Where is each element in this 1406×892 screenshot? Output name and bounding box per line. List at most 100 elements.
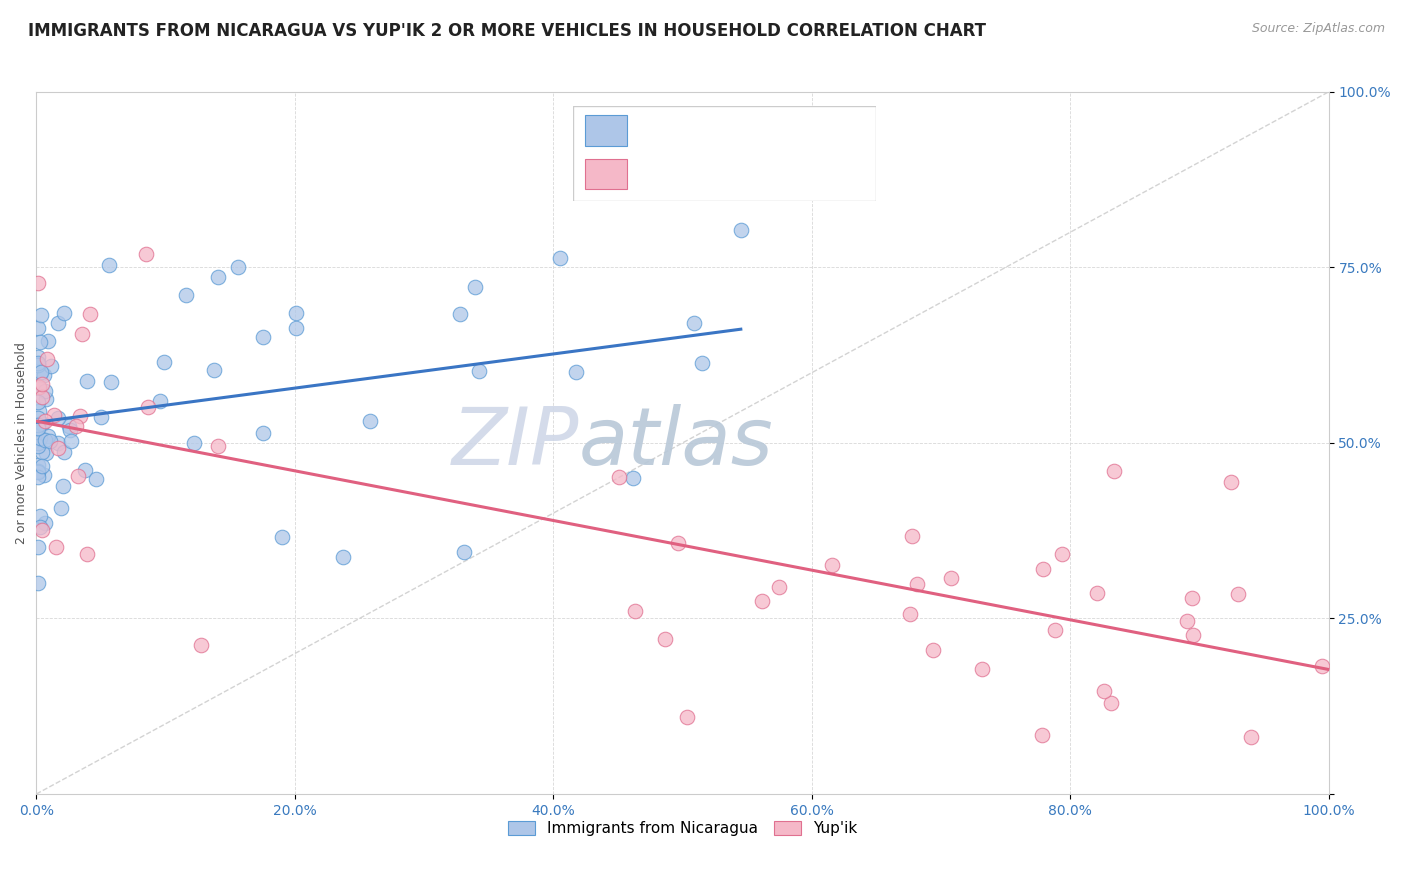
Point: [607, 470, 630, 484]
Point: [37, 429, 59, 443]
Point: [27, 436, 49, 450]
Text: IMMIGRANTS FROM NICARAGUA VS YUP'IK 2 OR MORE VEHICLES IN HOUSEHOLD CORRELATION : IMMIGRANTS FROM NICARAGUA VS YUP'IK 2 OR…: [28, 22, 986, 40]
Point: [59, 424, 82, 438]
Point: [27, 357, 49, 371]
Point: [149, 393, 172, 408]
Point: [52, 306, 75, 320]
Point: [1031, 728, 1053, 742]
Point: [52, 479, 75, 493]
Point: [76, 374, 98, 388]
Point: [623, 603, 645, 617]
Point: [38, 434, 60, 448]
Point: [65, 418, 87, 433]
Point: [27, 458, 49, 472]
Point: [27, 321, 49, 335]
Point: [27, 576, 49, 591]
Point: [565, 365, 588, 379]
Point: [183, 436, 205, 450]
Point: [675, 709, 697, 723]
Point: [449, 308, 471, 322]
Text: Source: ZipAtlas.com: Source: ZipAtlas.com: [1251, 22, 1385, 36]
Point: [548, 251, 571, 265]
Point: [654, 632, 676, 646]
Point: [46, 435, 69, 450]
Point: [751, 594, 773, 608]
Legend: Immigrants from Nicaragua, Yup'ik: Immigrants from Nicaragua, Yup'ik: [502, 815, 863, 843]
Point: [468, 364, 491, 378]
Point: [27, 357, 49, 371]
Point: [898, 607, 921, 621]
Point: [1220, 475, 1243, 490]
Point: [1052, 547, 1074, 561]
Point: [683, 316, 706, 330]
Point: [464, 280, 486, 294]
Point: [905, 576, 928, 591]
Point: [100, 375, 122, 389]
Point: [45, 541, 67, 555]
Point: [37, 351, 59, 366]
Point: [359, 414, 381, 428]
Point: [207, 269, 229, 284]
Point: [1104, 464, 1126, 478]
Point: [27, 421, 49, 435]
Point: [31, 459, 53, 474]
Text: ZIP: ZIP: [451, 404, 579, 482]
Point: [30, 508, 52, 523]
Point: [31, 523, 53, 537]
Text: atlas: atlas: [579, 404, 773, 482]
Point: [30, 365, 52, 379]
Point: [690, 356, 713, 370]
Point: [60, 434, 83, 448]
Point: [972, 662, 994, 676]
Point: [252, 425, 274, 440]
Point: [31, 390, 53, 404]
Point: [34, 414, 56, 428]
Point: [84, 472, 107, 486]
Point: [27, 379, 49, 393]
Point: [34, 433, 56, 447]
Point: [921, 643, 943, 657]
Point: [284, 306, 307, 320]
Point: [939, 571, 962, 585]
Point: [97, 258, 120, 272]
Point: [135, 247, 157, 261]
Point: [207, 439, 229, 453]
Point: [31, 417, 53, 431]
Point: [73, 462, 96, 476]
Point: [1240, 730, 1263, 744]
Point: [27, 358, 49, 372]
Point: [30, 335, 52, 350]
Point: [30, 309, 52, 323]
Point: [1182, 628, 1205, 642]
Point: [27, 465, 49, 479]
Point: [666, 536, 689, 550]
Point: [27, 395, 49, 409]
Point: [27, 540, 49, 554]
Point: [27, 439, 49, 453]
Point: [30, 520, 52, 534]
Point: [174, 287, 197, 301]
Point: [39, 359, 62, 373]
Point: [27, 350, 49, 364]
Point: [228, 260, 250, 275]
Point: [1094, 684, 1116, 698]
Point: [46, 316, 69, 330]
Point: [821, 558, 844, 572]
Point: [332, 550, 354, 565]
Point: [31, 376, 53, 391]
Point: [28, 404, 51, 418]
Point: [1310, 659, 1333, 673]
Point: [453, 545, 475, 559]
Y-axis label: 2 or more Vehicles in Household: 2 or more Vehicles in Household: [15, 342, 28, 544]
Point: [901, 528, 924, 542]
Point: [28, 368, 51, 383]
Point: [1099, 697, 1122, 711]
Point: [1043, 623, 1066, 637]
Point: [27, 464, 49, 478]
Point: [34, 384, 56, 399]
Point: [48, 441, 70, 455]
Point: [27, 276, 49, 290]
Point: [32, 368, 55, 382]
Point: [67, 469, 90, 483]
Point: [35, 392, 58, 407]
